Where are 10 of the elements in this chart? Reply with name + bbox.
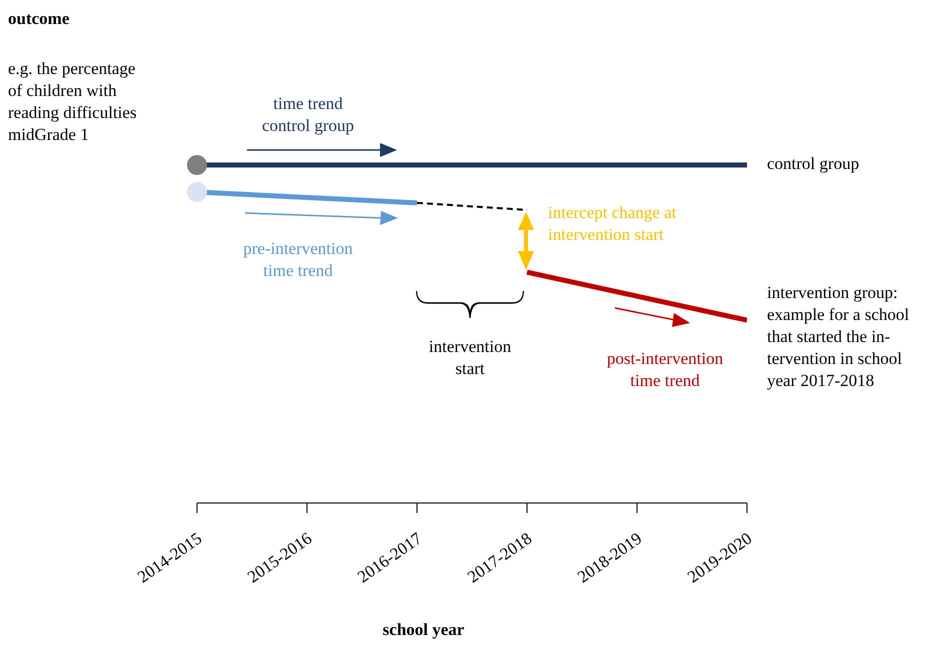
series-label: intervention group: example for a school that started the in- tervention in school year 2017-2018 bbox=[767, 282, 910, 392]
text: e.g. the percentage of children with reading difficulties midGrade 1 bbox=[8, 58, 137, 146]
series-label: control group bbox=[767, 153, 860, 175]
text: outcome bbox=[8, 8, 70, 30]
annotation: pre-intervention time trend bbox=[242, 238, 354, 282]
annotation: intervention start bbox=[428, 336, 512, 380]
text: time trend control group bbox=[260, 93, 356, 137]
annotation: intercept change at intervention start bbox=[548, 202, 676, 246]
x-axis-title: school year bbox=[382, 620, 466, 640]
annotation: post-intervention time trend bbox=[606, 348, 724, 392]
